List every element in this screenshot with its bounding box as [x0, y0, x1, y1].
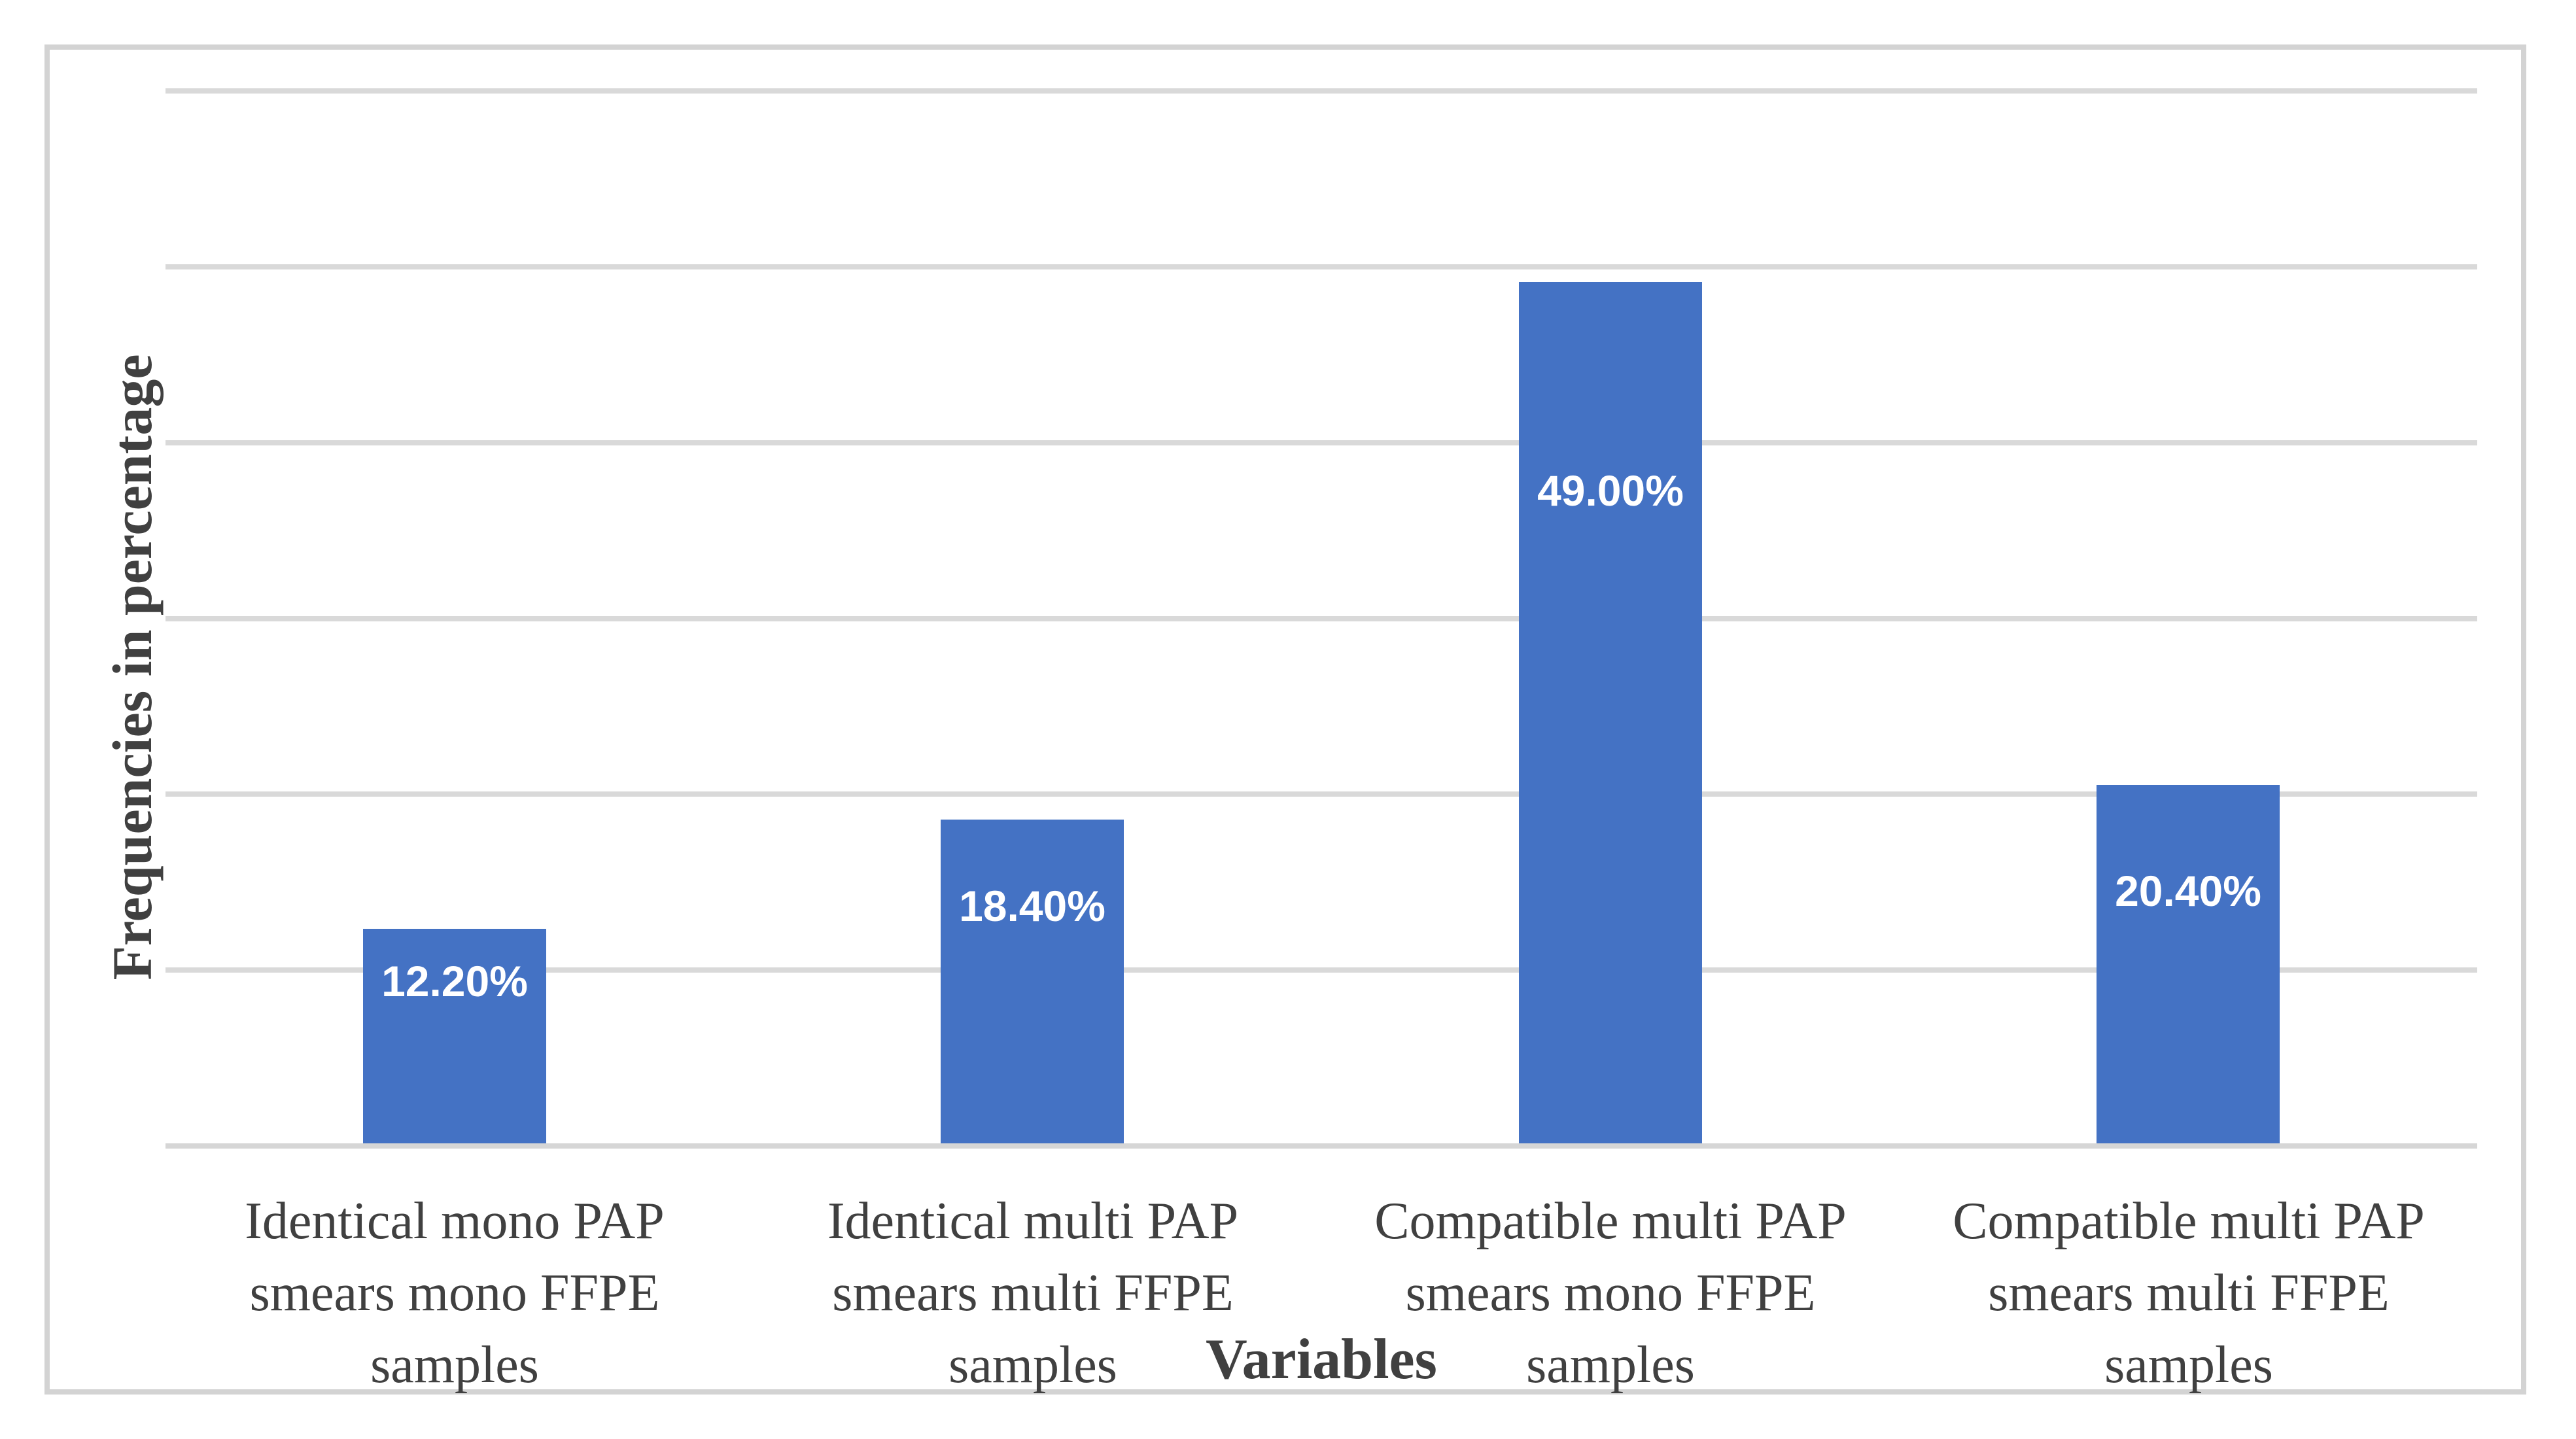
bar-1: 12.20%	[363, 929, 546, 1143]
data-label: 12.20%	[381, 957, 528, 1005]
category-label-line: samples	[1526, 1336, 1695, 1394]
category-label-line: smears mono FFPE	[1405, 1264, 1816, 1322]
category-label-1: Identical mono PAP smears mono FFPE sample…	[165, 1185, 744, 1401]
category-axis: Identical mono PAP smears mono FFPE sample…	[165, 1185, 2477, 1408]
category-label-line: smears multi FFPE	[832, 1264, 1234, 1322]
category-label-line: samples	[949, 1336, 1117, 1394]
data-label: 18.40%	[959, 882, 1105, 930]
category-label-line: Identical multi PAP	[827, 1192, 1239, 1250]
y-axis-title: Frequencies in percentage	[101, 354, 164, 980]
category-label-line: Compatible multi PAP	[1374, 1192, 1847, 1250]
category-label-line: samples	[2104, 1336, 2273, 1394]
plot-area: 12.20% 18.40% 49.00% 20.40%	[165, 88, 2477, 1149]
gridline	[165, 440, 2477, 445]
gridline	[165, 264, 2477, 269]
data-label: 49.00%	[1537, 466, 1684, 515]
figure-border	[44, 44, 2526, 1395]
data-label: 20.40%	[2115, 867, 2261, 915]
category-label-4: Compatible multi PAP smears multi FFPE sam…	[1900, 1185, 2478, 1401]
category-label-2: Identical multi PAP smears multi FFPE samp…	[744, 1185, 1322, 1401]
gridline	[165, 967, 2477, 973]
bar-2: 18.40%	[941, 820, 1124, 1143]
bar-3: 49.00%	[1519, 282, 1702, 1143]
category-label-line: Identical mono PAP	[245, 1192, 665, 1250]
category-label-line: smears mono FFPE	[249, 1264, 660, 1322]
x-axis-line	[165, 1143, 2477, 1149]
category-label-line: Compatible multi PAP	[1953, 1192, 2425, 1250]
category-label-3: Compatible multi PAP smears mono FFPE samp…	[1321, 1185, 1900, 1401]
category-label-line: smears multi FFPE	[1988, 1264, 2390, 1322]
category-label-line: samples	[370, 1336, 539, 1394]
gridline	[165, 791, 2477, 797]
bar-4: 20.40%	[2097, 785, 2280, 1143]
gridline	[165, 88, 2477, 94]
gridline	[165, 616, 2477, 621]
